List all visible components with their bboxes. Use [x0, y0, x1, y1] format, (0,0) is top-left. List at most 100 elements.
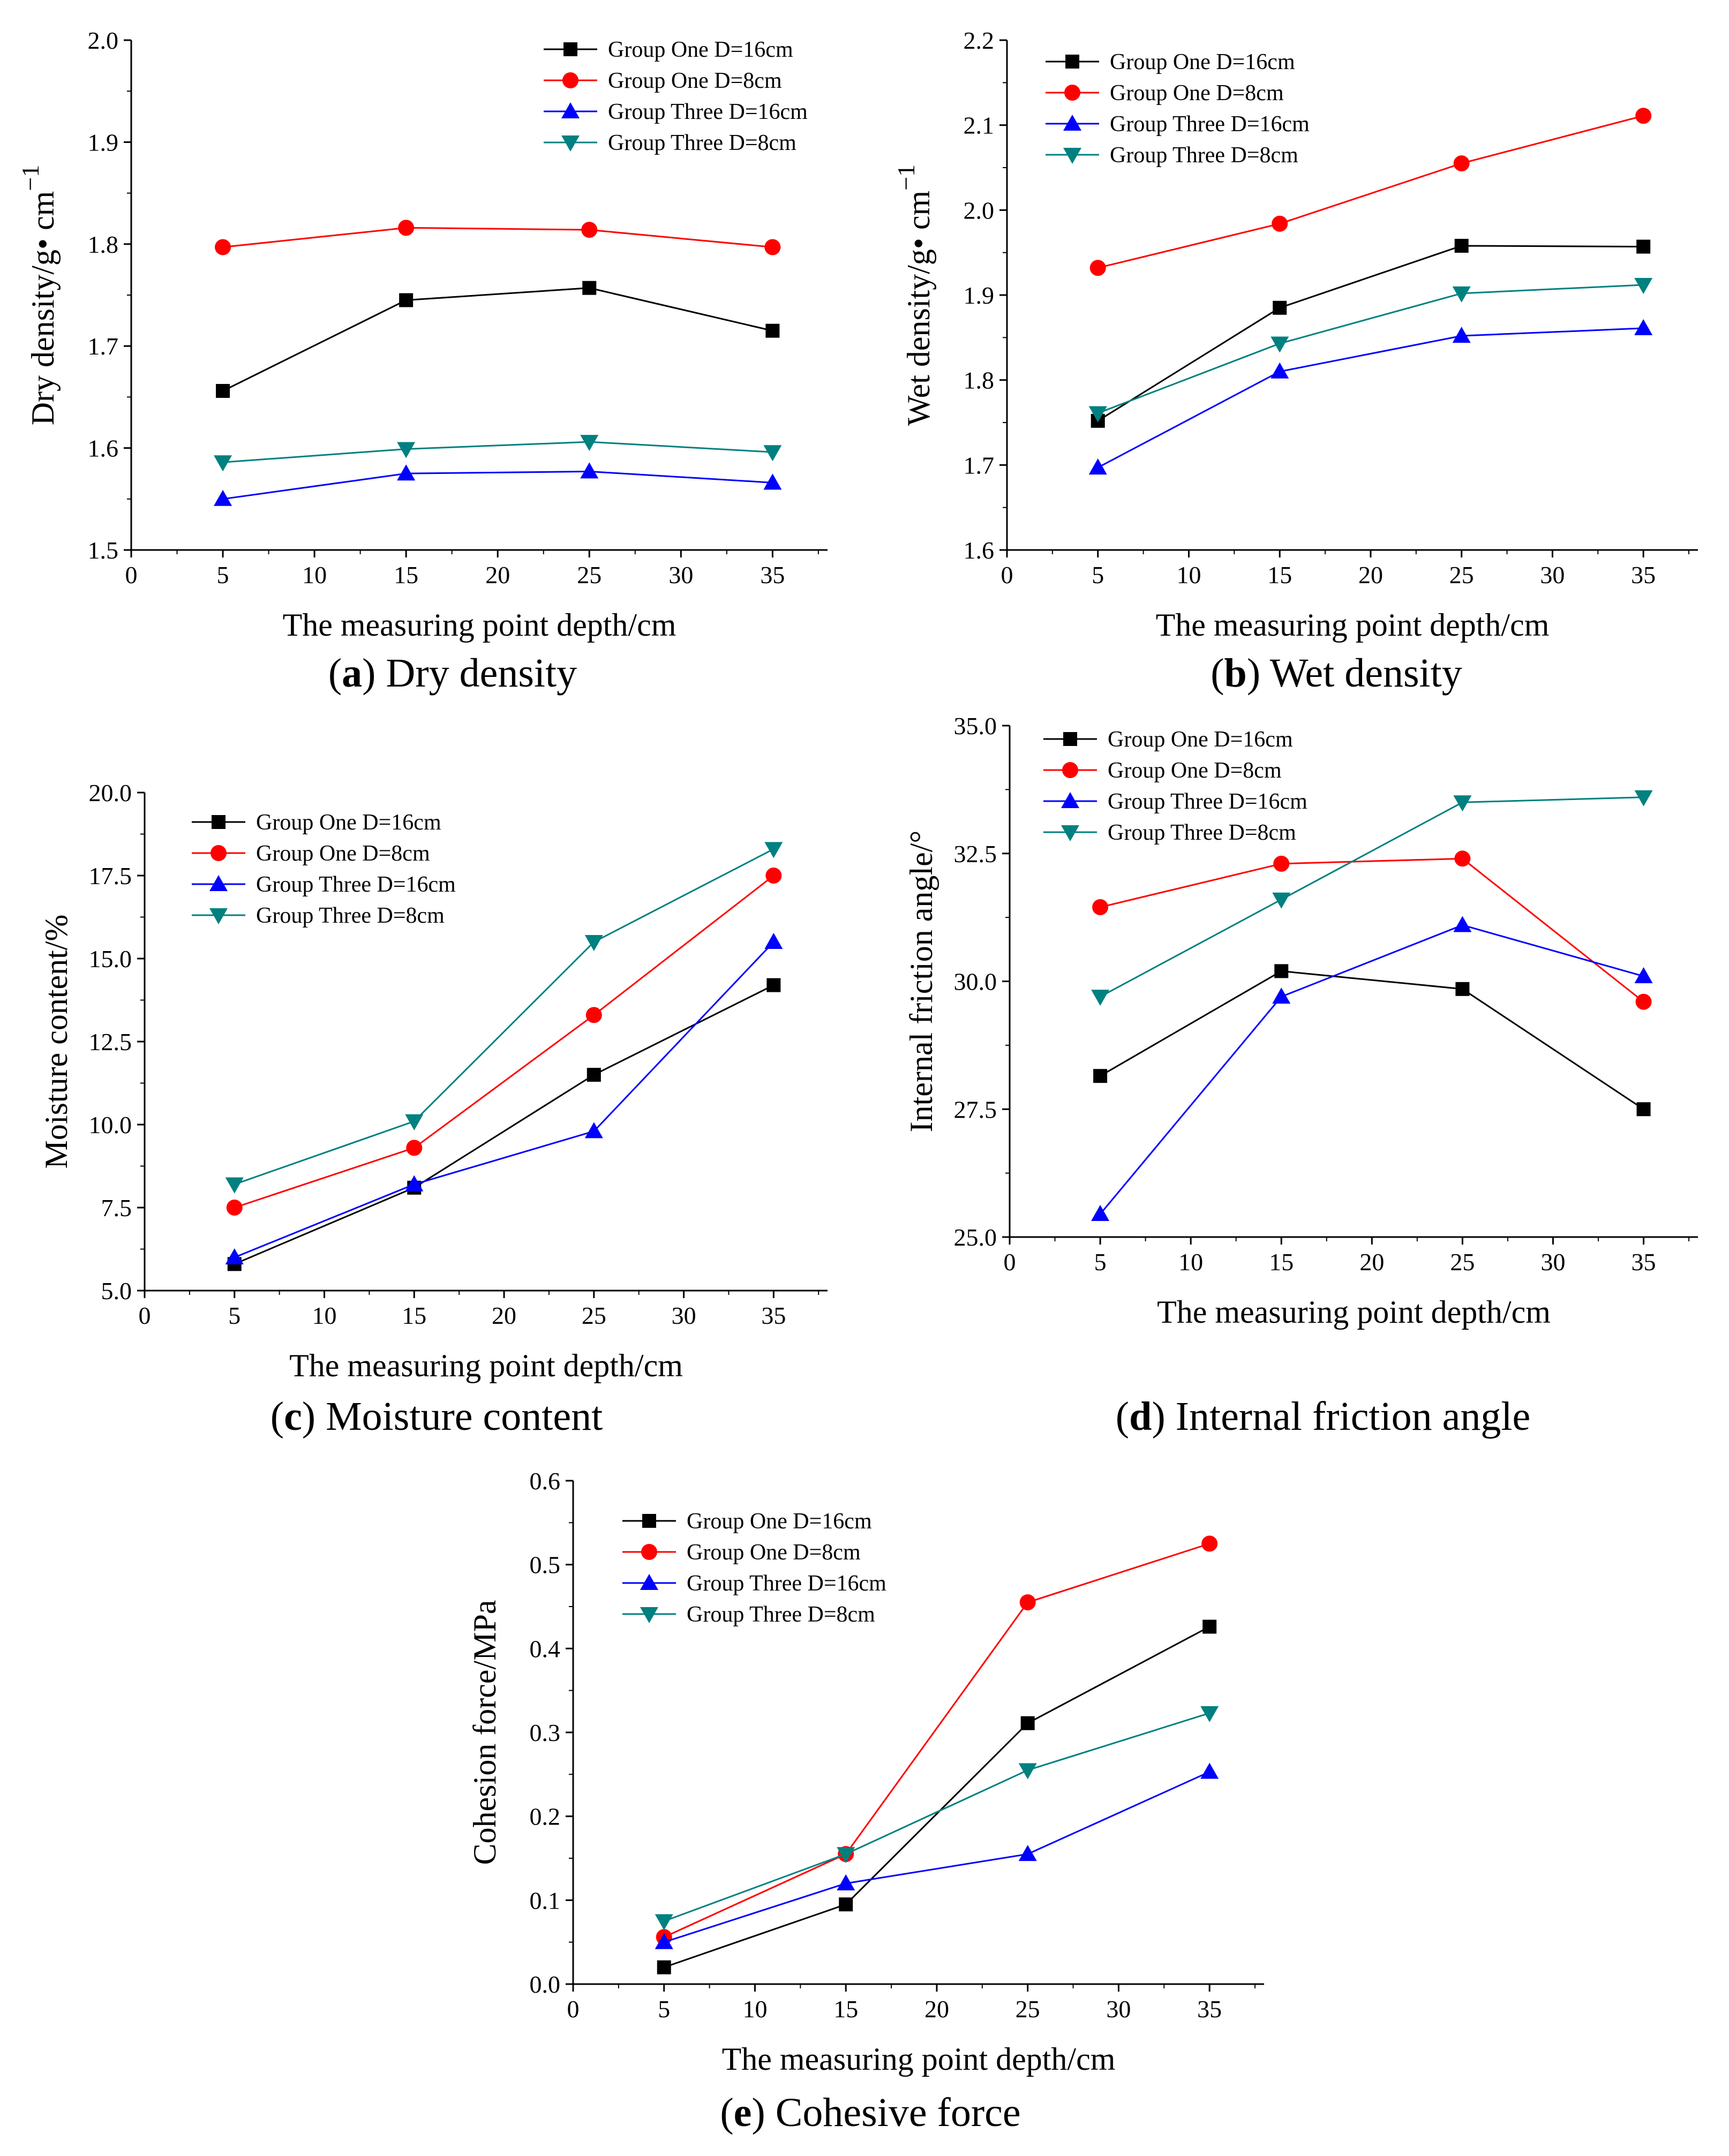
legend-entry: Group Three D=16cm [608, 100, 808, 124]
y-tick-label: 17.5 [89, 862, 132, 889]
series-line-4 [222, 441, 773, 463]
series-line-2 [664, 1543, 1210, 1938]
data-point [587, 1068, 601, 1082]
data-point [215, 239, 231, 255]
data-point [1091, 990, 1110, 1006]
legend-marker [1064, 85, 1080, 101]
legend-entry: Group Three D=16cm [1110, 112, 1310, 137]
series-line-3 [1097, 327, 1644, 469]
legend-marker [1061, 825, 1079, 841]
x-tick-label: 20 [924, 1995, 949, 2023]
data-point [765, 868, 782, 884]
legend-entry: Group One D=16cm [256, 810, 441, 835]
data-point [580, 462, 599, 479]
y-tick-label: 1.9 [88, 129, 119, 156]
legend-entry: Group Three D=8cm [1108, 820, 1296, 845]
y-tick-label: 1.6 [88, 435, 119, 462]
data-point [1020, 1716, 1035, 1730]
y-tick-label: 12.5 [89, 1028, 132, 1056]
x-tick-label: 20 [1358, 561, 1383, 589]
y-tick-label: 1.9 [964, 282, 995, 309]
data-point [1200, 1762, 1219, 1779]
data-point [1088, 406, 1107, 423]
data-point [582, 281, 597, 295]
legend-marker [1063, 732, 1077, 746]
legend-marker [563, 42, 577, 56]
data-point [225, 1177, 244, 1194]
x-tick-label: 0 [139, 1302, 151, 1329]
data-point [225, 1248, 244, 1264]
data-point [837, 1847, 855, 1864]
data-point [1271, 362, 1289, 379]
data-point [399, 293, 414, 307]
x-tick-label: 10 [312, 1302, 337, 1329]
data-point [1635, 108, 1652, 124]
series-line-4 [1097, 284, 1644, 414]
series-line-1 [234, 984, 775, 1265]
legend-entry: Group Three D=16cm [687, 1571, 886, 1596]
x-tick-label: 5 [228, 1302, 240, 1329]
x-tick-label: 35 [1632, 1248, 1656, 1276]
legend-entry: Group One D=8cm [1110, 81, 1284, 105]
data-point [585, 1007, 602, 1023]
x-tick-label: 35 [760, 561, 785, 589]
y-tick-label: 0.1 [530, 1887, 561, 1914]
x-tick-label: 10 [742, 1995, 767, 2023]
x-tick-label: 25 [1449, 561, 1474, 589]
data-point [1636, 1102, 1651, 1117]
legend-entry: Group One D=16cm [608, 37, 793, 62]
legend-entry: Group One D=8cm [608, 69, 782, 93]
x-axis-label: The measuring point depth/cm [283, 607, 676, 643]
x-tick-label: 10 [302, 561, 327, 589]
legend-marker [561, 135, 580, 152]
x-tick-label: 35 [1631, 561, 1656, 589]
data-point [1271, 336, 1289, 353]
series-line-3 [222, 470, 773, 500]
data-point [1454, 238, 1469, 253]
data-point [1453, 155, 1470, 172]
data-point [1274, 964, 1289, 978]
y-axis-label: Cohesion force/MPa [467, 1600, 502, 1865]
data-point [764, 933, 783, 949]
series-line-3 [664, 1771, 1210, 1943]
x-tick-label: 30 [668, 561, 693, 589]
y-tick-label: 2.0 [964, 197, 995, 224]
y-tick-label: 2.2 [964, 27, 995, 54]
series-line-1 [222, 287, 773, 392]
x-axis-label: The measuring point depth/cm [1156, 607, 1550, 643]
legend-marker [1063, 115, 1081, 131]
chart-panel-b: 0 5 10 15 20 25 30 35 1.6 1.7 1.8 1.9 2.0 2.1 2.2 The m… [892, 27, 1698, 696]
x-tick-label: 30 [672, 1302, 696, 1329]
y-tick-label: 30.0 [954, 968, 997, 996]
x-axis-label: The measuring point depth/cm [1157, 1294, 1551, 1330]
chart-panel-e: 0 5 10 15 20 25 30 35 0.0 0.1 0.2 0.3 0.4 0.5 0.6 The m… [467, 1467, 1264, 2135]
series-line-3 [1099, 924, 1644, 1215]
legend-marker [640, 1574, 658, 1590]
data-point [839, 1897, 853, 1912]
data-point [1454, 850, 1471, 867]
x-tick-label: 30 [1540, 1248, 1565, 1276]
series-line-1 [1097, 245, 1644, 422]
legend-marker [209, 908, 228, 924]
series-line-2 [1100, 857, 1644, 1002]
x-tick-label: 0 [1001, 561, 1013, 589]
legend-marker [211, 845, 227, 861]
y-tick-label: 27.5 [954, 1096, 997, 1123]
data-point [1202, 1619, 1217, 1634]
panel-caption: (c) Moisture content [270, 1394, 603, 1439]
y-tick-label: 2.0 [88, 27, 119, 54]
y-axis-label: Dry density/g• cm−1 [17, 165, 61, 426]
legend-entry: Group One D=8cm [1108, 758, 1282, 783]
legend-marker [1065, 55, 1079, 69]
legend-marker [642, 1514, 656, 1528]
data-point [581, 222, 598, 238]
y-tick-label: 1.8 [88, 231, 119, 258]
y-tick-label: 2.1 [964, 112, 995, 139]
data-point [1455, 982, 1470, 996]
x-tick-label: 5 [217, 561, 229, 589]
y-tick-label: 10.0 [89, 1111, 132, 1139]
y-axis-label: Internal friction angle/° [904, 831, 939, 1133]
x-tick-label: 35 [761, 1302, 786, 1329]
legend-marker [562, 72, 578, 88]
